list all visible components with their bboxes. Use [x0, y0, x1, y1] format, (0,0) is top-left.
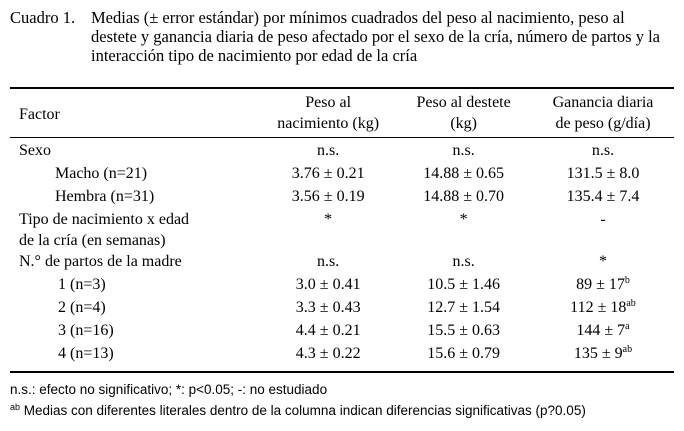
- cell-peso-nacimiento: *: [324, 211, 333, 228]
- table-header-row: Factor Peso al nacimiento (kg) Peso al d…: [10, 89, 674, 140]
- header-ganancia-diaria: Ganancia diaria de peso (g/día): [532, 89, 674, 140]
- cell-ganancia-diaria: -: [600, 211, 606, 228]
- header-peso-nacimiento-line1: Peso al: [305, 94, 352, 111]
- header-peso-destete-line2: (kg): [450, 115, 477, 132]
- row-label: Tipo de nacimiento x edad de la cría (en…: [10, 209, 261, 251]
- header-ganancia-diaria-line1: Ganancia diaria: [552, 94, 654, 111]
- table-row-macho: Macho (n=21) 3.76 ± 0.21 14.88 ± 0.65 13…: [10, 163, 674, 186]
- caption-label: Cuadro 1.: [10, 8, 76, 27]
- cell-ganancia-diaria: 131.5 ± 8.0: [566, 165, 640, 182]
- cell-ganancia-diaria: 112 ± 18ab: [532, 297, 674, 320]
- cell-peso-destete: 14.88 ± 0.70: [423, 188, 505, 205]
- significance-letter: b: [624, 275, 630, 286]
- cell-ganancia-diaria: 89 ± 17b: [532, 274, 674, 297]
- cell-peso-destete: 14.88 ± 0.65: [423, 165, 505, 182]
- cell-value: 135 ± 9: [573, 345, 623, 362]
- note-significance-marker: ab: [10, 402, 21, 412]
- table-row-parto-1: 1 (n=3) 3.0 ± 0.41 10.5 ± 1.46 89 ± 17b: [10, 274, 674, 297]
- cell-value: 89 ± 17: [576, 276, 625, 293]
- table-row-partos: N.° de partos de la madre n.s. n.s. *: [10, 251, 674, 274]
- cell-peso-destete: *: [459, 211, 468, 228]
- table-notes: n.s.: efecto no significativo; *: p<0.05…: [10, 379, 586, 421]
- significance-letter: a: [625, 321, 630, 332]
- cell-peso-nacimiento: 3.3 ± 0.43: [295, 299, 361, 316]
- row-label: N.° de partos de la madre: [19, 253, 182, 270]
- row-label-line1: Tipo de nacimiento x edad: [19, 211, 190, 228]
- cell-peso-nacimiento: 3.76 ± 0.21: [291, 165, 365, 182]
- cell-peso-nacimiento: 4.4 ± 0.21: [295, 322, 361, 339]
- caption-text: Medias (± error estándar) por mínimos cu…: [91, 8, 661, 65]
- row-label-line2: de la cría (en semanas): [19, 232, 166, 249]
- header-peso-destete-line1: Peso al destete: [416, 94, 511, 111]
- cell-peso-destete: 15.5 ± 0.63: [427, 322, 501, 339]
- note-abbreviations: n.s.: efecto no significativo; *: p<0.05…: [10, 382, 328, 397]
- table-row-sexo: Sexo n.s. n.s. n.s.: [10, 140, 674, 163]
- cell-ganancia-diaria: 135 ± 9ab: [532, 343, 674, 366]
- cell-value: 112 ± 18: [570, 299, 627, 316]
- row-label: Sexo: [19, 142, 51, 159]
- table-header-rule: [10, 137, 674, 138]
- note-significance: ab Medias con diferentes literales dentr…: [10, 400, 586, 421]
- header-factor: Factor: [19, 106, 60, 123]
- table-caption: Cuadro 1. Medias (± error estándar) por …: [10, 8, 674, 65]
- table-top-rule: [10, 87, 674, 89]
- table-row-parto-3: 3 (n=16) 4.4 ± 0.21 15.5 ± 0.63 144 ± 7a: [10, 320, 674, 343]
- note-significance-text: Medias con diferentes literales dentro d…: [20, 403, 586, 418]
- table-row-parto-4: 4 (n=13) 4.3 ± 0.22 15.6 ± 0.79 135 ± 9a…: [10, 343, 674, 366]
- results-table: Factor Peso al nacimiento (kg) Peso al d…: [10, 89, 674, 366]
- row-label: 2 (n=4): [58, 299, 106, 316]
- cell-peso-destete: 10.5 ± 1.46: [427, 276, 501, 293]
- cell-ganancia-diaria: n.s.: [591, 142, 615, 159]
- cell-peso-destete: n.s.: [452, 142, 475, 159]
- cell-value: 144 ± 7: [576, 322, 626, 339]
- row-label: 3 (n=16): [58, 322, 114, 339]
- cell-peso-destete: 15.6 ± 0.79: [427, 345, 501, 362]
- table-bottom-rule: [10, 371, 674, 373]
- row-label: 4 (n=13): [58, 345, 114, 362]
- header-ganancia-diaria-line2: de peso (g/día): [555, 115, 651, 132]
- cell-ganancia-diaria: *: [598, 253, 607, 270]
- row-label: 1 (n=3): [58, 276, 106, 293]
- significance-letter: ab: [626, 298, 636, 309]
- cell-peso-nacimiento: n.s.: [317, 142, 340, 159]
- header-peso-nacimiento-line2: nacimiento (kg): [277, 115, 380, 132]
- table-row-parto-2: 2 (n=4) 3.3 ± 0.43 12.7 ± 1.54 112 ± 18a…: [10, 297, 674, 320]
- table-row-tipo-nacimiento: Tipo de nacimiento x edad de la cría (en…: [10, 209, 674, 251]
- cell-ganancia-diaria: 144 ± 7a: [532, 320, 674, 343]
- cell-ganancia-diaria: 135.4 ± 7.4: [566, 188, 640, 205]
- significance-letter: ab: [622, 344, 633, 355]
- cell-peso-destete: n.s.: [452, 253, 475, 270]
- cell-peso-nacimiento: 3.56 ± 0.19: [291, 188, 365, 205]
- header-peso-nacimiento: Peso al nacimiento (kg): [261, 89, 395, 140]
- cell-peso-nacimiento: 4.3 ± 0.22: [295, 345, 361, 362]
- cell-peso-nacimiento: n.s.: [317, 253, 340, 270]
- header-peso-destete: Peso al destete (kg): [395, 89, 532, 140]
- row-label: Hembra (n=31): [55, 188, 155, 205]
- cell-peso-destete: 12.7 ± 1.54: [427, 299, 501, 316]
- table-row-hembra: Hembra (n=31) 3.56 ± 0.19 14.88 ± 0.70 1…: [10, 186, 674, 209]
- row-label: Macho (n=21): [55, 165, 148, 182]
- cell-peso-nacimiento: 3.0 ± 0.41: [295, 276, 361, 293]
